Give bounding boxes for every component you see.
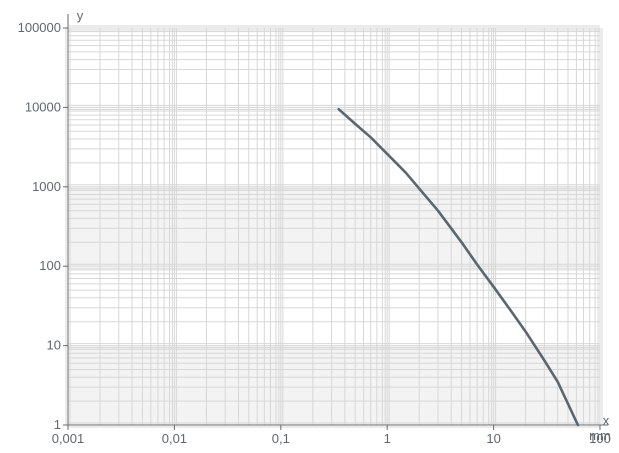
grid-lines — [65, 25, 603, 428]
x-tick-label: 0,01 — [162, 431, 187, 446]
x-tick-label: 100 — [589, 431, 611, 446]
y-tick-label: 10 — [47, 338, 61, 353]
x-axis-unit: mm — [589, 428, 611, 443]
shaded-band-1 — [68, 186, 600, 267]
x-axis-label: x — [603, 413, 610, 428]
y-tick-label: 100000 — [18, 20, 61, 35]
shaded-band-0 — [68, 345, 600, 425]
x-tick-label: 0,1 — [272, 431, 290, 446]
x-tick-label: 1 — [384, 431, 391, 446]
shaded-bands — [68, 186, 600, 425]
x-tick-label: 10 — [486, 431, 500, 446]
y-tick-label: 1 — [54, 417, 61, 432]
y-tick-label: 1000 — [32, 179, 61, 194]
series-line-0 — [337, 107, 580, 427]
series-layer — [337, 107, 580, 427]
y-axis-label: y — [77, 8, 84, 23]
x-tick-label: 0,001 — [52, 431, 85, 446]
y-tick-label: 100 — [39, 258, 61, 273]
tick-labels: 0,001 0,01 0,1 1 10 100 1 10 100 1000 10000 100000 — [18, 20, 611, 446]
axes — [63, 14, 608, 430]
y-tick-label: 10000 — [25, 99, 61, 114]
